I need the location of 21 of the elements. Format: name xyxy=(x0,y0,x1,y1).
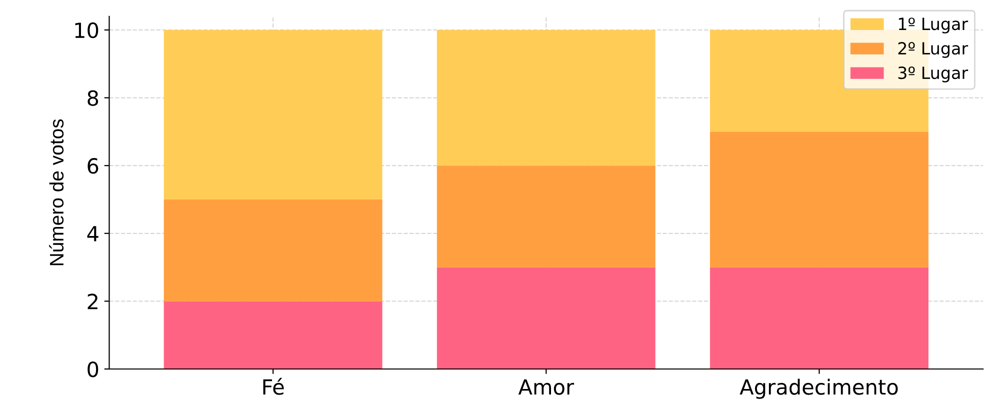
legend-label: 3º Lugar xyxy=(898,66,968,82)
legend-label: 1º Lugar xyxy=(898,18,968,34)
y-tick-label: 4 xyxy=(87,226,98,242)
bar xyxy=(436,267,656,369)
y-tick-label: 10 xyxy=(75,22,98,38)
bar xyxy=(436,166,656,268)
y-axis-title: Número de votos xyxy=(49,119,64,266)
legend-label: 2º Lugar xyxy=(898,42,968,58)
bar xyxy=(710,132,928,268)
bar xyxy=(710,267,928,369)
x-tick-label: Agradecimento xyxy=(740,378,898,399)
bar xyxy=(164,30,382,200)
y-tick-label: 8 xyxy=(88,90,98,106)
bar xyxy=(436,30,656,166)
bar xyxy=(164,199,382,302)
y-tick-label: 2 xyxy=(88,294,98,310)
y-tick-label: 6 xyxy=(88,158,98,174)
y-tick-label: 0 xyxy=(88,361,98,378)
bar xyxy=(164,301,382,369)
x-tick-label: Amor xyxy=(518,379,574,395)
x-tick-label: Fé xyxy=(263,378,284,395)
